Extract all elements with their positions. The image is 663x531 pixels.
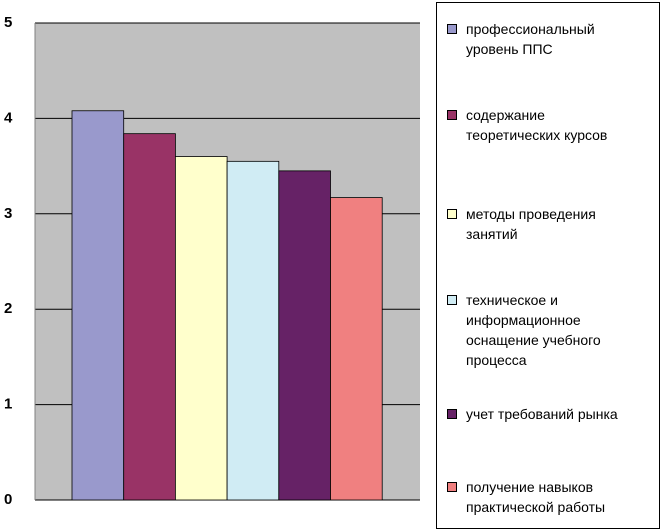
y-tick-label: 3 (4, 205, 12, 222)
y-tick-label: 0 (4, 491, 12, 508)
y-tick-label: 5 (4, 14, 12, 31)
legend-label: техническое и информационное оснащение у… (466, 292, 601, 368)
bar (174, 156, 228, 501)
bar (123, 133, 176, 501)
bar (71, 110, 125, 501)
legend-entry: техническое и информационное оснащение у… (447, 290, 638, 370)
y-tick-label: 1 (4, 396, 12, 413)
legend-swatch (447, 209, 457, 219)
y-tick-label: 4 (4, 109, 13, 126)
legend-entry: содержание теоретических курсов (447, 105, 638, 145)
y-tick-label: 2 (4, 300, 12, 317)
bar (330, 197, 383, 501)
bar (278, 170, 331, 501)
legend-entry: методы проведения занятий (447, 204, 638, 244)
legend-swatch (447, 409, 457, 419)
legend-entry: учет требований рынка (447, 404, 638, 424)
legend-swatch (447, 295, 457, 305)
legend: профессиональный уровень ППС содержание т… (436, 2, 660, 529)
legend-swatch (447, 24, 457, 34)
legend-swatch (447, 110, 457, 120)
legend-label: получение навыков практической работы (466, 479, 606, 515)
legend-label: учет требований рынка (466, 406, 618, 422)
legend-swatch (447, 482, 457, 492)
legend-entry: получение навыков практической работы (447, 477, 638, 517)
legend-label: содержание теоретических курсов (466, 107, 608, 143)
legend-entry: профессиональный уровень ППС (447, 19, 638, 59)
chart: 0 1 2 3 4 5 (4, 14, 420, 508)
legend-label: методы проведения занятий (466, 206, 596, 242)
legend-label: профессиональный уровень ППС (466, 21, 595, 57)
bar (226, 160, 280, 501)
